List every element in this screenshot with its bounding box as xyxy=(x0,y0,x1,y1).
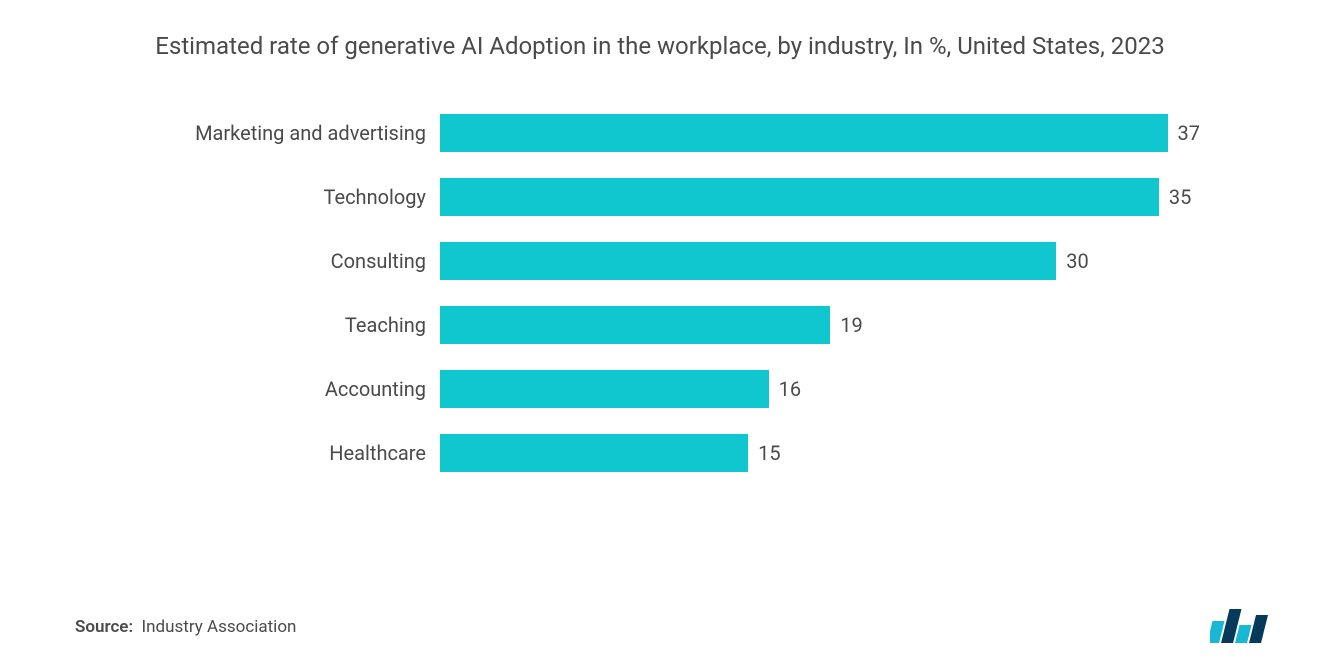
chart-container: Estimated rate of generative AI Adoption… xyxy=(0,0,1320,665)
source-text: Industry Association xyxy=(142,617,297,637)
chart-title: Estimated rate of generative AI Adoption… xyxy=(135,30,1185,62)
value-label: 30 xyxy=(1066,249,1088,273)
bar-row: Consulting 30 xyxy=(100,240,1200,282)
bar xyxy=(440,178,1159,216)
value-label: 15 xyxy=(758,441,780,465)
logo-icon xyxy=(1210,603,1280,643)
chart-plot-area: Marketing and advertising 37 Technology 35 C… xyxy=(100,112,1200,474)
category-label: Technology xyxy=(100,185,440,209)
source-prefix: Source: xyxy=(75,617,133,637)
category-label: Consulting xyxy=(100,249,440,273)
category-label: Marketing and advertising xyxy=(100,121,440,145)
bar-row: Marketing and advertising 37 xyxy=(100,112,1200,154)
bar-row: Teaching 19 xyxy=(100,304,1200,346)
bar-track: 15 xyxy=(440,432,1200,474)
value-label: 35 xyxy=(1169,185,1191,209)
bar-row: Healthcare 15 xyxy=(100,432,1200,474)
bar xyxy=(440,306,830,344)
category-label: Teaching xyxy=(100,313,440,337)
bar-row: Accounting 16 xyxy=(100,368,1200,410)
value-label: 37 xyxy=(1178,121,1200,145)
source-attribution: Source: Industry Association xyxy=(75,617,296,637)
bar-row: Technology 35 xyxy=(100,176,1200,218)
publisher-logo xyxy=(1210,603,1280,643)
category-label: Accounting xyxy=(100,377,440,401)
bar xyxy=(440,114,1168,152)
bar-track: 16 xyxy=(440,368,1200,410)
bar-track: 37 xyxy=(440,112,1200,154)
bar-track: 35 xyxy=(440,176,1200,218)
bar xyxy=(440,370,769,408)
bar-track: 30 xyxy=(440,240,1200,282)
bar xyxy=(440,434,748,472)
bar-track: 19 xyxy=(440,304,1200,346)
value-label: 16 xyxy=(779,377,801,401)
value-label: 19 xyxy=(840,313,862,337)
bar xyxy=(440,242,1056,280)
category-label: Healthcare xyxy=(100,441,440,465)
